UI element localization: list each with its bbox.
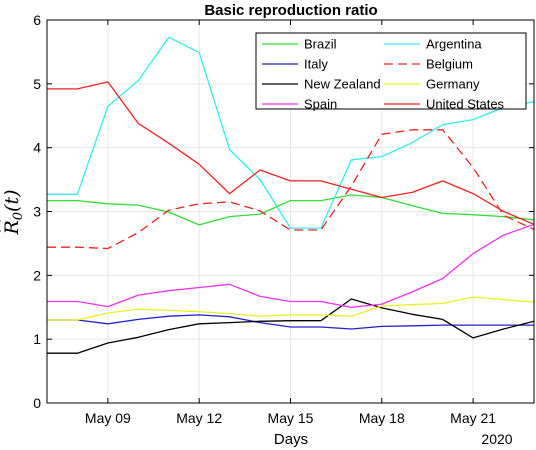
x-tick-label: May 15 (268, 410, 314, 426)
y-axis-label-hat: ^ (0, 218, 14, 234)
y-tick-label: 6 (33, 12, 41, 28)
series-line-brazil (47, 194, 535, 226)
chart-title: Basic reproduction ratio (204, 2, 377, 19)
y-axis-label-base: R (1, 220, 23, 235)
y-tick-label: 2 (33, 267, 41, 283)
legend-label: Italy (304, 57, 328, 72)
legend-box (255, 32, 527, 110)
series-line-germany (47, 296, 535, 321)
x-tick-label: May 09 (85, 410, 131, 426)
series-layer (47, 36, 535, 354)
x-axis-year-label: 2020 (481, 431, 512, 447)
legend: Brazil Argentina Italy Belgium New Zealand Ge… (255, 32, 527, 112)
y-axis-label-subscript: 0 (11, 212, 26, 220)
x-tick-label: May 12 (176, 410, 222, 426)
x-tick-label: May 18 (359, 410, 405, 426)
legend-label: Belgium (426, 57, 473, 72)
x-axis: May 09 May 12 May 15 May 18 May 21 (85, 20, 496, 426)
series-line-spain (47, 223, 535, 308)
y-tick-label: 4 (33, 140, 41, 156)
legend-item-brazil: Brazil (262, 37, 337, 52)
legend-label: New Zealand (304, 77, 381, 92)
legend-item-new-zealand: New Zealand (262, 77, 381, 92)
series-line-argentina (47, 36, 535, 229)
legend-label: Argentina (426, 37, 482, 52)
y-axis-label-argument: (t) (1, 189, 23, 211)
svg-text:R0(t): R0(t) (1, 189, 26, 235)
legend-item-italy: Italy (262, 57, 328, 72)
y-tick-label: 5 (33, 76, 41, 92)
legend-label: Brazil (304, 37, 337, 52)
legend-item-germany: Germany (384, 77, 480, 92)
series-line-belgium (47, 129, 535, 250)
x-tick-label: May 21 (450, 410, 496, 426)
series-line-united-states (47, 81, 535, 225)
y-tick-label: 0 (33, 395, 41, 411)
y-axis: 0 1 2 3 4 5 6 (33, 12, 534, 411)
y-tick-label: 3 (33, 204, 41, 220)
legend-item-united-states: United States (384, 97, 505, 112)
y-tick-label: 1 (33, 331, 41, 347)
legend-item-argentina: Argentina (384, 37, 482, 52)
series-line-new-zealand (47, 298, 535, 354)
y-axis-label: R0(t) ^ (0, 189, 26, 235)
legend-label: Spain (304, 97, 337, 112)
legend-label: United States (426, 97, 505, 112)
legend-item-spain: Spain (262, 97, 337, 112)
legend-label: Germany (426, 77, 480, 92)
x-axis-label: Days (274, 431, 308, 448)
legend-item-belgium: Belgium (384, 57, 473, 72)
